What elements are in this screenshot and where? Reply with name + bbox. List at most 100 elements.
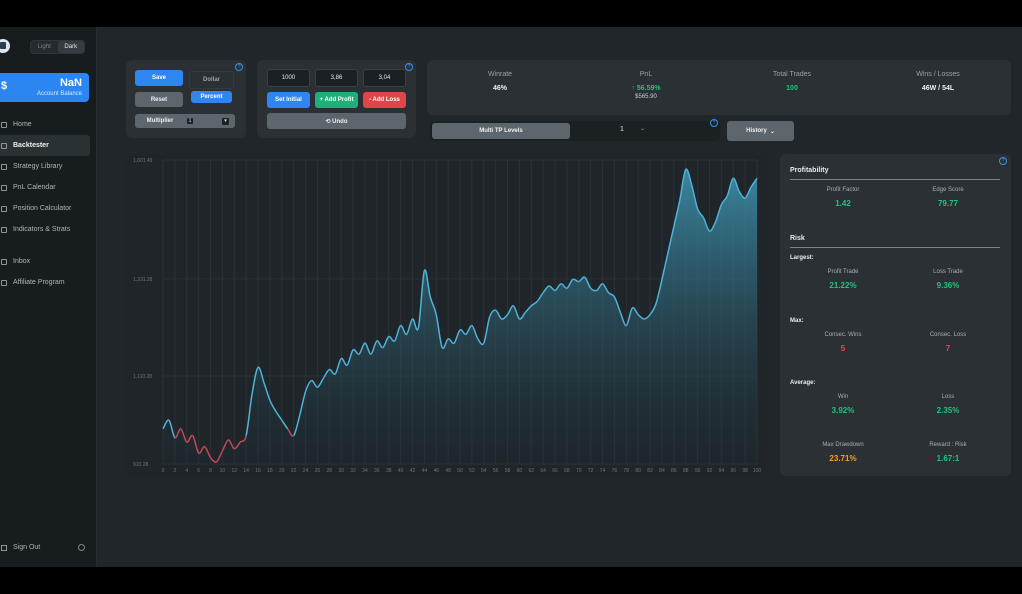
- equity-line-segment: [602, 283, 610, 294]
- help-icon[interactable]: ?: [710, 119, 718, 127]
- add-profit-button[interactable]: + Add Profit: [315, 92, 358, 108]
- equity-line-segment: [221, 439, 229, 452]
- equity-line-segment: [417, 270, 426, 328]
- percent-mode-button[interactable]: Percent: [191, 91, 232, 103]
- metric-value: 7: [945, 344, 951, 353]
- equity-line-segment: [644, 314, 651, 320]
- equity-line-segment: [714, 204, 723, 223]
- equity-line-segment: [334, 357, 342, 375]
- app-logo[interactable]: [0, 39, 10, 53]
- sidebar-item-inbox[interactable]: Inbox: [0, 251, 90, 272]
- reset-button[interactable]: Reset: [135, 92, 183, 107]
- equity-line-segment: [394, 324, 402, 342]
- x-tick-label: 78: [624, 468, 630, 474]
- sign-out-icon: [1, 544, 7, 551]
- equity-area-fill: [163, 169, 757, 464]
- stat-title: Wins / Losses: [916, 71, 960, 78]
- equity-line-segment: [572, 278, 579, 283]
- metric-label: Reward : Risk: [929, 442, 967, 448]
- wins-losses-stat: Wins / Losses 46W / 54L: [865, 60, 1011, 115]
- undo-button[interactable]: ⟲ Undo: [267, 113, 406, 129]
- equity-line-segment: [399, 324, 408, 336]
- equity-line-segment: [209, 457, 217, 463]
- x-tick-label: 96: [730, 468, 736, 474]
- equity-line-segment: [613, 296, 622, 313]
- equity-line-segment: [619, 312, 627, 327]
- equity-line-segment: [524, 305, 532, 313]
- calendar-icon: [1, 184, 7, 191]
- sidebar-item-pnl-calendar[interactable]: PnL Calendar: [0, 177, 90, 198]
- equity-line-segment: [263, 382, 271, 401]
- tp-levels-value[interactable]: 1: [620, 126, 624, 133]
- x-tick-label: 72: [588, 468, 594, 474]
- equity-line-segment: [405, 318, 414, 336]
- profit-percent-input[interactable]: 3,86: [315, 69, 358, 87]
- x-tick-label: 32: [350, 468, 356, 474]
- equity-line-segment: [655, 279, 663, 304]
- equity-line-segment: [506, 305, 514, 316]
- x-tick-label: 70: [576, 468, 582, 474]
- equity-line-segment: [322, 368, 330, 379]
- x-tick-label: 76: [612, 468, 618, 474]
- sidebar-item-affiliate[interactable]: Affiliate Program: [0, 272, 90, 293]
- help-icon[interactable]: ?: [405, 63, 413, 71]
- divider: [790, 247, 1000, 248]
- equity-line-segment: [667, 226, 675, 254]
- equity-line-segment: [732, 177, 740, 192]
- history-button[interactable]: History ⌄: [727, 121, 794, 141]
- add-loss-button[interactable]: - Add Loss: [363, 92, 406, 108]
- equity-line-segment: [471, 324, 479, 340]
- settings-gear-icon[interactable]: [78, 544, 85, 551]
- x-tick-label: 64: [540, 468, 546, 474]
- equity-line-segment: [501, 314, 509, 320]
- x-tick-label: 68: [564, 468, 570, 474]
- multiplier-label: Multiplier: [146, 118, 174, 124]
- sidebar-item-indicators[interactable]: Indicators & Strats: [0, 219, 90, 240]
- equity-line-segment: [709, 221, 717, 232]
- total-trades-stat: Total Trades 100: [719, 60, 865, 115]
- dollar-mode-button[interactable]: Dollar: [189, 71, 234, 89]
- save-button[interactable]: Save: [135, 70, 183, 86]
- equity-line-segment: [542, 285, 550, 294]
- set-initial-button[interactable]: Set Initial: [267, 92, 310, 108]
- equity-line-segment: [649, 303, 657, 316]
- equity-line-segment: [411, 318, 420, 331]
- multiplier-select[interactable]: Multiplier 1 ▾: [135, 114, 235, 128]
- x-tick-label: 30: [338, 468, 344, 474]
- sidebar-item-label: Backtester: [13, 142, 49, 149]
- metric-label: Edge Score: [932, 187, 964, 193]
- equity-line-segment: [311, 379, 318, 388]
- x-tick-label: 58: [505, 468, 511, 474]
- theme-light-option[interactable]: Light: [37, 44, 51, 50]
- stat-value: 100: [786, 85, 798, 92]
- metric-label: Consec. Loss: [929, 332, 967, 338]
- equity-line-segment: [364, 342, 372, 355]
- equity-line-segment: [358, 342, 366, 355]
- x-tick-label: 56: [493, 468, 499, 474]
- theme-dark-option[interactable]: Dark: [57, 41, 84, 53]
- equity-line-segment: [465, 324, 473, 336]
- help-icon[interactable]: ?: [999, 157, 1007, 165]
- average-win-metric: Win 3.92%: [788, 394, 898, 415]
- theme-toggle[interactable]: Light Dark: [30, 40, 85, 54]
- equity-line-segment: [234, 441, 241, 450]
- equity-line-segment: [679, 168, 687, 201]
- help-icon[interactable]: ?: [235, 63, 243, 71]
- sign-out-button[interactable]: Sign Out: [0, 544, 90, 551]
- sidebar-item-label: Strategy Library: [13, 163, 63, 170]
- initial-balance-input[interactable]: 1000: [267, 69, 310, 87]
- metric-label: Consec. Wins: [824, 332, 862, 338]
- affiliate-icon: [1, 279, 7, 286]
- sidebar-item-position-calculator[interactable]: Position Calculator: [0, 198, 90, 219]
- multi-tp-levels-control[interactable]: Multi TP Levels 1 ⌄ ?: [430, 119, 720, 141]
- sidebar-item-home[interactable]: Home: [0, 114, 90, 135]
- sidebar-item-strategy-library[interactable]: Strategy Library: [0, 156, 90, 177]
- equity-line-segment: [293, 415, 301, 437]
- x-tick-label: 86: [671, 468, 677, 474]
- sidebar-item-backtester[interactable]: Backtester: [0, 135, 90, 156]
- multi-tp-levels-label: Multi TP Levels: [432, 123, 570, 139]
- equity-line-segment: [168, 419, 176, 439]
- loss-percent-input[interactable]: 3,04: [363, 69, 406, 87]
- chevron-down-icon: ⌄: [769, 128, 775, 135]
- x-tick-label: 12: [231, 468, 237, 474]
